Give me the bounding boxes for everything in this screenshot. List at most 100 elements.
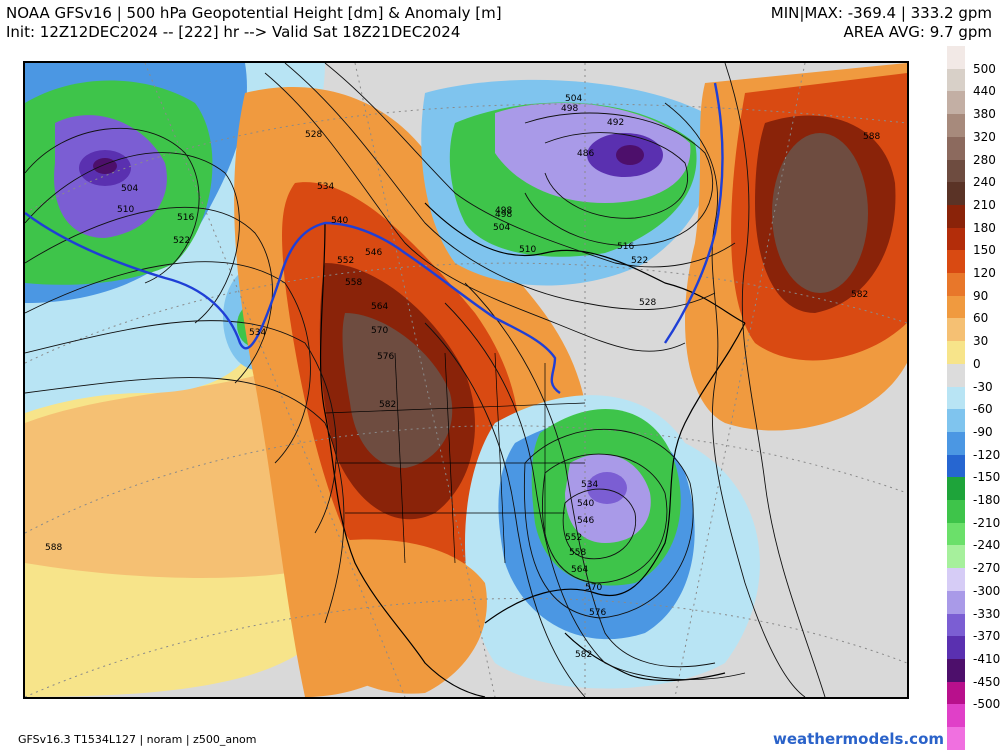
legend-swatch: [947, 568, 965, 592]
contour-label: 564: [571, 565, 588, 575]
legend-swatch: [947, 363, 965, 387]
legend-swatch: [947, 91, 965, 115]
anomaly-atlantic-ridge-core: [772, 133, 868, 293]
contour-label: 570: [371, 326, 388, 336]
anomaly-western-ridge-core: [342, 313, 453, 468]
legend-label: -90: [973, 424, 993, 439]
contour-label: 504: [493, 223, 510, 233]
contour-label: 558: [345, 278, 362, 288]
contour-label: 546: [577, 516, 594, 526]
legend-swatch: [947, 454, 965, 478]
map-header-left: NOAA GFSv16 | 500 hPa Geopotential Heigh…: [6, 4, 502, 42]
contour-label: 534: [581, 480, 598, 490]
model-info: GFSv16.3 T1534L127 | noram | z500_anom: [18, 733, 257, 746]
contour-label: 576: [377, 352, 394, 362]
legend-label: -330: [973, 606, 1000, 621]
legend-swatch: [947, 46, 965, 70]
legend-label: -410: [973, 651, 1000, 666]
legend-swatch: [947, 182, 965, 206]
contour-label: 528: [305, 130, 322, 140]
legend-swatch: [947, 681, 965, 705]
contour-label: 582: [575, 650, 592, 660]
legend-swatch: [947, 227, 965, 251]
contour-label: 588: [45, 543, 62, 553]
lat-lon-grid: [25, 63, 907, 697]
contour-label: 564: [371, 302, 388, 312]
map-canvas: 504 510 516 522 528 534 540 546 552 558 …: [25, 63, 907, 697]
contour-label: 510: [117, 205, 134, 215]
legend-label: 0: [973, 356, 981, 371]
legend-label: -210: [973, 515, 1000, 530]
contour-label: 534: [249, 328, 266, 338]
anomaly-pacific-positive-inner: [25, 373, 335, 578]
contour-labels: 504 510 516 522 528 534 540 546 552 558 …: [45, 94, 880, 660]
legend-label: 60: [973, 311, 989, 326]
legend-label: 240: [973, 175, 996, 190]
legend-label: -270: [973, 561, 1000, 576]
legend-swatch: [947, 114, 965, 138]
legend-swatch: [947, 341, 965, 365]
legend-swatch: [947, 68, 965, 92]
legend-label: 280: [973, 152, 996, 167]
anomaly-southeast-min: [587, 472, 627, 504]
legend-swatch: [947, 500, 965, 524]
legend-swatch: [947, 136, 965, 160]
legend-label: 150: [973, 243, 996, 258]
contour-label: 534: [317, 182, 334, 192]
legend-label: 210: [973, 197, 996, 212]
site-credit: weathermodels.com: [772, 730, 944, 748]
legend-swatch: [947, 409, 965, 433]
contour-label: 486: [577, 149, 594, 159]
legend-swatch: [947, 273, 965, 297]
contour-label: 570: [585, 583, 602, 593]
contour-label: 558: [569, 548, 586, 558]
legend-swatch: [947, 590, 965, 614]
legend-label: -150: [973, 470, 1000, 485]
map-title: NOAA GFSv16 | 500 hPa Geopotential Heigh…: [6, 4, 502, 22]
legend-swatch: [947, 477, 965, 501]
contour-label: 498: [561, 104, 578, 114]
anomaly-mexico-positive: [325, 539, 487, 694]
legend-swatch: [947, 704, 965, 728]
contour-label: 522: [173, 236, 190, 246]
height-contours: [25, 63, 826, 697]
legend-swatch: [947, 636, 965, 660]
legend-swatch: [947, 250, 965, 274]
contour-540-blue: [25, 212, 561, 394]
contour-label: 540: [577, 499, 594, 509]
legend-label: 380: [973, 107, 996, 122]
legend-label: -240: [973, 538, 1000, 553]
contour-label: 492: [607, 118, 624, 128]
contour-label: 498: [495, 210, 512, 220]
legend-swatch: [947, 386, 965, 410]
legend-label: -370: [973, 629, 1000, 644]
minmax-readout: MIN|MAX: -369.4 | 333.2 gpm: [770, 4, 992, 22]
legend-label: 90: [973, 288, 989, 303]
legend-label: -500: [973, 697, 1000, 712]
legend-swatch: [947, 727, 965, 750]
legend-swatch: [947, 522, 965, 546]
contour-label: 522: [631, 256, 648, 266]
contour-label: 516: [177, 213, 194, 223]
contour-label: 552: [565, 533, 582, 543]
legend-swatch: [947, 613, 965, 637]
contour-label: 504: [565, 94, 582, 104]
legend-label: -300: [973, 583, 1000, 598]
contour-label: 540: [331, 216, 348, 226]
legend-swatch: [947, 658, 965, 683]
legend-label: 500: [973, 61, 996, 76]
contour-label: 582: [851, 290, 868, 300]
legend-swatch: [947, 159, 965, 183]
legend-label: -450: [973, 674, 1000, 689]
legend-label: 320: [973, 129, 996, 144]
anomaly-map[interactable]: 504 510 516 522 528 534 540 546 552 558 …: [23, 61, 909, 699]
coastlines: [319, 202, 746, 697]
legend-swatch: [947, 295, 965, 319]
map-header-right: MIN|MAX: -369.4 | 333.2 gpm AREA AVG: 9.…: [771, 4, 992, 42]
legend-label: 440: [973, 84, 996, 99]
state-borders: [324, 352, 586, 564]
contour-label: 552: [337, 256, 354, 266]
legend-swatch: [947, 204, 965, 229]
contour-label: 498: [495, 206, 512, 216]
legend-label: 30: [973, 334, 989, 349]
